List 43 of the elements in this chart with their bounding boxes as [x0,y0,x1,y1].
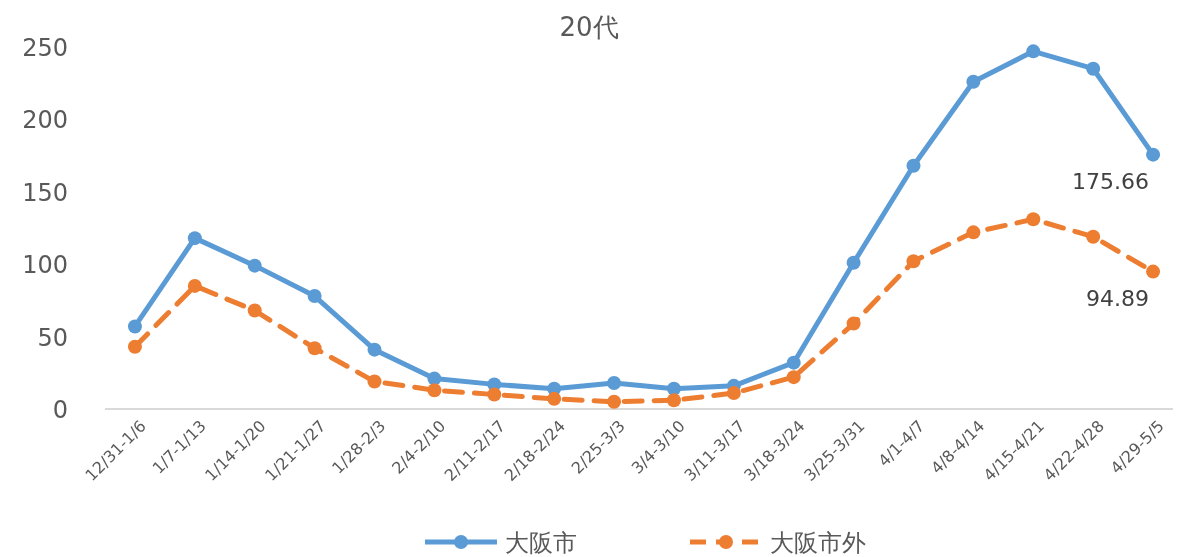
y-tick-label: 150 [22,178,68,207]
data-label: 175.66 [1072,168,1150,194]
point [1086,61,1101,76]
point [427,383,442,398]
point [187,231,202,246]
point [187,278,202,293]
point [127,319,142,334]
point [247,303,262,318]
point [247,258,262,273]
point [487,387,502,402]
point [1146,264,1161,279]
point [367,342,382,357]
data-label: 94.89 [1086,285,1150,311]
point [607,375,622,390]
point [1086,229,1101,244]
point [786,355,801,370]
point [786,370,801,385]
point [846,316,861,331]
y-tick-label: 0 [52,396,68,424]
legend-label: 大阪市 [505,529,577,557]
point [307,289,322,304]
point [1026,44,1041,59]
point [906,158,921,173]
point [966,74,981,89]
y-tick-label: 250 [22,34,68,62]
chart-title: 20代 [559,12,619,42]
point [307,341,322,356]
point [966,225,981,240]
point [906,254,921,269]
point [846,255,861,270]
point [127,339,142,354]
y-tick-label: 50 [37,323,68,352]
point [1146,147,1161,162]
point [547,391,562,406]
point [607,394,622,409]
point [666,381,681,396]
point [726,386,741,401]
legend-label: 大阪市外 [770,529,866,557]
point [367,374,382,389]
y-tick-label: 100 [22,251,68,280]
point [666,393,681,408]
y-tick-label: 200 [22,106,68,135]
point [1026,212,1041,227]
